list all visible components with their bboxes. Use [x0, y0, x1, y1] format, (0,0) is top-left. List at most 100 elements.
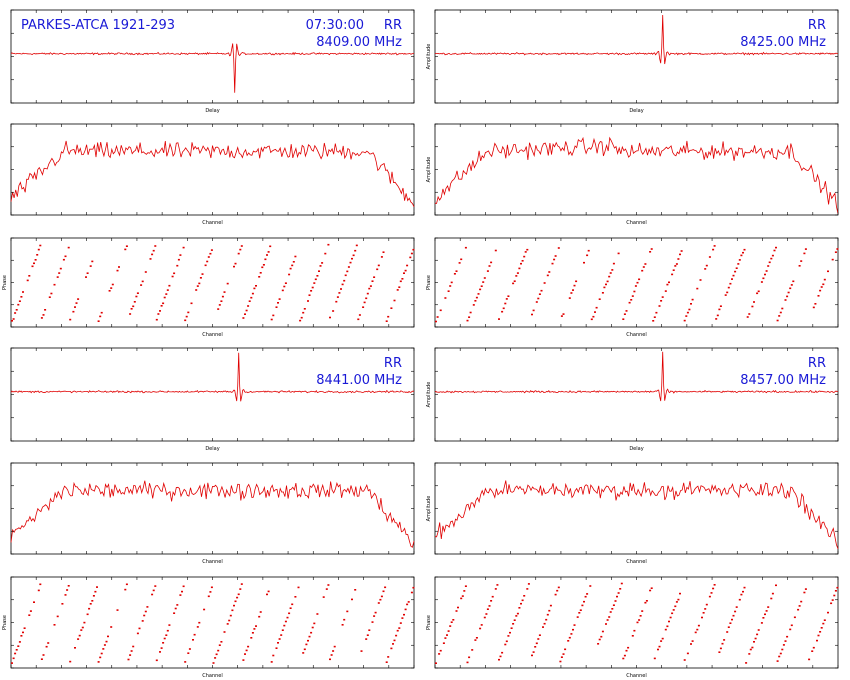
phase-point — [190, 302, 193, 305]
phase-point — [91, 260, 94, 263]
phase-point — [14, 652, 17, 655]
phase-point — [406, 264, 409, 267]
phase-point — [475, 637, 478, 639]
phase-point — [141, 280, 144, 283]
phase-point — [812, 306, 815, 309]
phase-point — [12, 318, 15, 320]
phase-point — [289, 607, 292, 609]
phase-point — [756, 292, 759, 295]
phase-point — [154, 585, 157, 587]
phase-point — [22, 631, 24, 634]
x-axis-label: Channel — [626, 332, 647, 338]
phase-point — [616, 595, 618, 598]
phase-point — [56, 615, 59, 618]
phase-point — [649, 589, 652, 592]
phase-point — [412, 586, 415, 589]
phase-point — [827, 270, 829, 273]
phase-point — [727, 286, 730, 289]
phase-point — [401, 617, 404, 619]
phase-point — [308, 635, 311, 638]
phase-point — [233, 604, 235, 607]
phase-point — [184, 319, 187, 322]
phase-point — [272, 654, 275, 657]
phase-point — [236, 596, 239, 599]
phase-point — [748, 653, 751, 655]
phase-point — [831, 599, 834, 601]
phase-point — [490, 600, 493, 602]
phase-point — [299, 319, 302, 322]
phase-point — [393, 299, 396, 302]
phase-point — [483, 277, 486, 279]
phase-point — [69, 660, 72, 663]
phase-point — [86, 613, 89, 616]
phase-point — [86, 272, 89, 274]
phase-point — [680, 250, 683, 252]
panel-phase-11: Channel Phase — [426, 576, 839, 679]
phase-point — [507, 295, 510, 297]
scan-time: 07:30:00 — [306, 18, 364, 33]
phase-point — [105, 640, 108, 643]
phase-point — [288, 273, 291, 276]
phase-point — [679, 253, 681, 256]
phase-point — [690, 303, 692, 305]
phase-point — [820, 627, 823, 629]
phase-point — [407, 601, 410, 603]
phase-point — [302, 311, 305, 314]
phase-point — [658, 645, 661, 648]
phase-point — [751, 646, 754, 649]
phase-point — [168, 284, 171, 287]
plot-frame — [10, 123, 415, 216]
phase-point — [642, 266, 645, 268]
phase-point — [253, 628, 256, 630]
phase-point — [255, 285, 257, 287]
phase-point — [551, 262, 554, 265]
phase-point — [291, 603, 294, 606]
phase-point — [351, 598, 353, 601]
phase-point — [768, 261, 771, 264]
phase-point — [124, 588, 127, 591]
phase-point — [151, 253, 154, 256]
x-axis-label: Channel — [626, 559, 647, 565]
phase-point — [586, 254, 589, 257]
phase-point — [177, 258, 180, 261]
phase-point — [625, 649, 628, 652]
phase-point — [790, 284, 793, 286]
phase-point — [314, 278, 317, 281]
x-axis-label: Channel — [202, 673, 223, 679]
phase-point — [464, 246, 467, 249]
panel-bandpass-8: Channel — [10, 462, 415, 565]
phase-point — [288, 612, 291, 615]
phase-point — [521, 599, 524, 602]
phase-point — [738, 598, 741, 601]
phase-point — [18, 300, 21, 302]
phase-point — [466, 319, 469, 322]
phase-point — [152, 589, 155, 592]
phase-point — [457, 606, 459, 609]
phase-point — [396, 289, 399, 291]
phase-point — [264, 258, 267, 261]
phase-point — [327, 584, 330, 586]
phase-point — [412, 248, 415, 251]
phase-point — [617, 592, 620, 594]
phase-point — [674, 265, 677, 267]
phase-point — [17, 645, 20, 647]
phase-point — [721, 642, 724, 645]
phase-point — [332, 650, 335, 652]
phase-point — [800, 260, 803, 262]
phase-point — [554, 255, 557, 257]
phase-point — [576, 616, 579, 618]
phase-point — [513, 619, 516, 621]
phase-point — [743, 248, 746, 251]
phase-point — [163, 637, 166, 640]
phase-point — [303, 648, 306, 651]
phase-point — [85, 276, 87, 278]
phase-point — [490, 261, 493, 264]
phase-point — [444, 637, 447, 639]
phase-point — [45, 645, 48, 648]
phase-point — [258, 276, 261, 278]
phase-point — [532, 309, 535, 312]
phase-point — [784, 640, 787, 642]
phase-point — [482, 281, 485, 283]
phase-point — [831, 258, 834, 261]
phase-point — [488, 605, 491, 607]
